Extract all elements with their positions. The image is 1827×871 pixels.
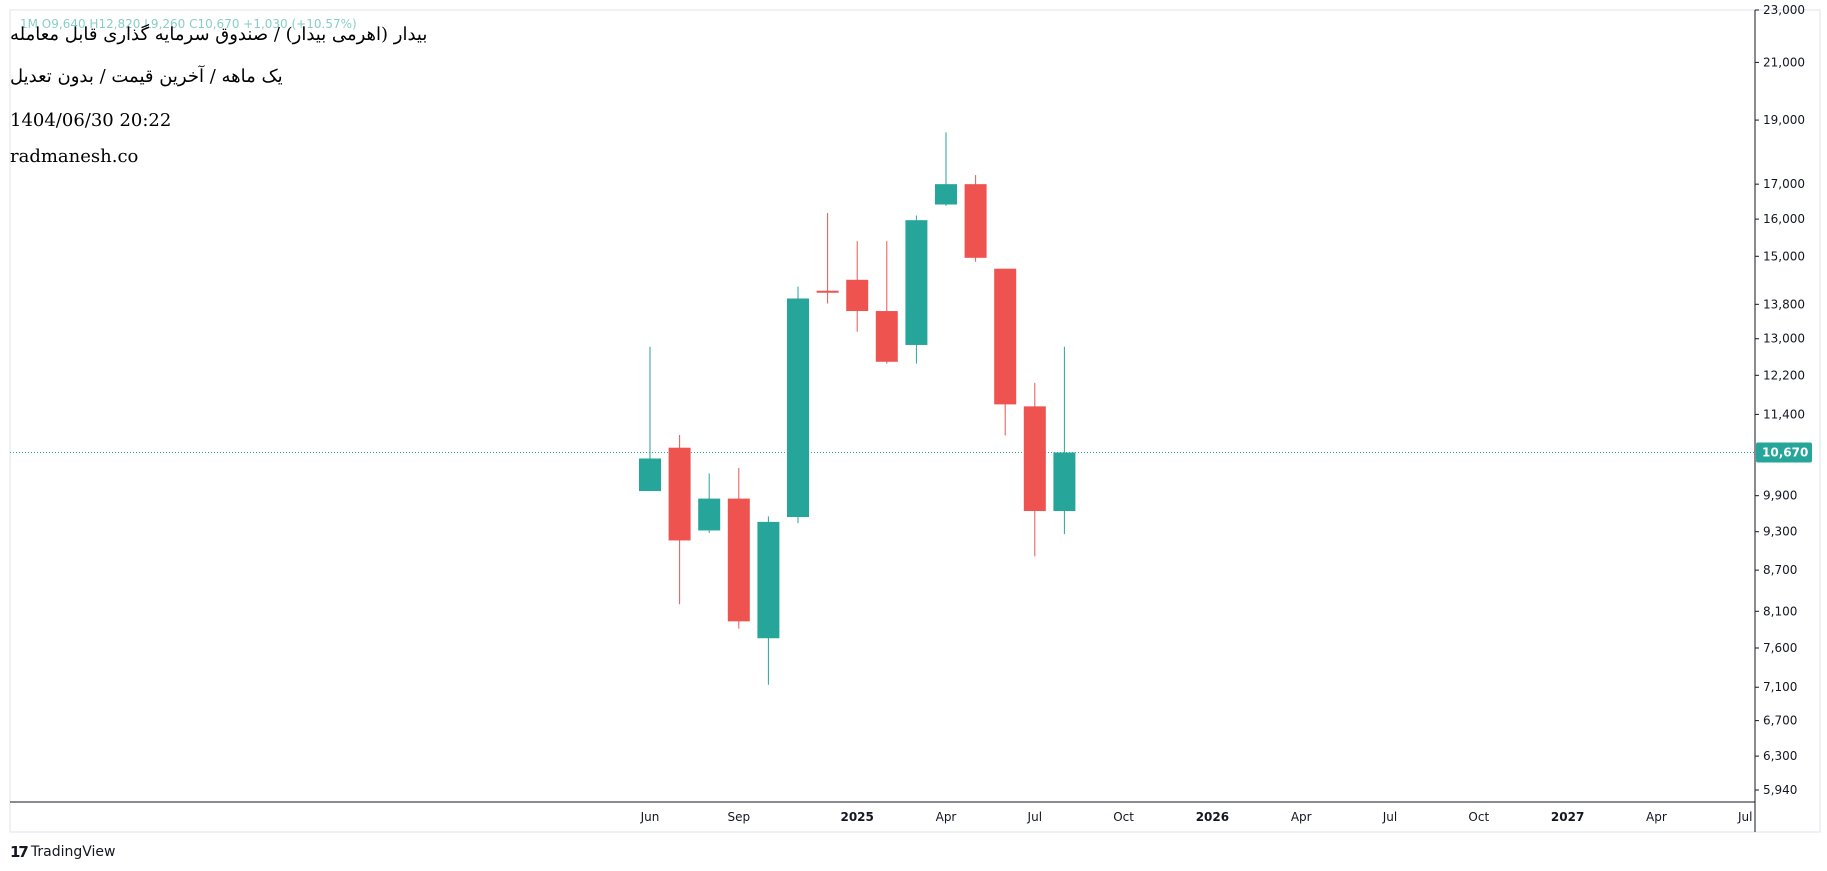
tradingview-logo[interactable]: 17 TradingView [10, 843, 115, 861]
candle [757, 516, 780, 685]
candle-body [846, 279, 869, 312]
chart-datetime: 1404/06/30 20:22 [10, 110, 172, 131]
candle-body [1023, 406, 1046, 512]
ohlc-readout: 1M O9,640 H12,820 L9,260 C10,670 +1,030 … [20, 17, 357, 31]
y-tick-label: 12,200 [1763, 368, 1805, 382]
candle-body [905, 220, 928, 345]
x-tick-label: 2026 [1196, 810, 1229, 824]
candle [1023, 382, 1046, 557]
candle-body [639, 458, 661, 492]
candle [964, 175, 987, 262]
candle [668, 434, 691, 605]
y-tick-label: 13,800 [1763, 297, 1805, 311]
x-tick-label: Jul [1737, 810, 1752, 824]
x-tick-label: 2025 [840, 810, 873, 824]
last-price-badge-bg [1756, 442, 1812, 463]
candle [1053, 346, 1076, 535]
last-price-value: 10,670 [1762, 446, 1808, 460]
tradingview-brand-text: TradingView [30, 844, 116, 860]
last-price-badge: 10,670 [1756, 442, 1812, 463]
x-tick-label: Jul [1382, 810, 1397, 824]
x-tick-label: Oct [1468, 810, 1489, 824]
candle-body [757, 521, 780, 639]
chart-frame [9, 9, 1821, 833]
candle [846, 241, 869, 332]
y-tick-label: 8,700 [1763, 563, 1797, 577]
candle [639, 346, 661, 492]
y-tick-label: 8,100 [1763, 604, 1797, 618]
candle-body [816, 290, 839, 293]
candle-body [727, 498, 750, 622]
y-tick-label: 15,000 [1763, 249, 1805, 263]
y-tick-label: 9,300 [1763, 525, 1797, 539]
candle [905, 215, 928, 364]
y-tick-label: 13,000 [1763, 332, 1805, 346]
x-tick-label: Apr [936, 810, 957, 824]
y-tick-label: 21,000 [1763, 55, 1805, 69]
x-tick-label: Jul [1027, 810, 1042, 824]
candle [698, 473, 721, 533]
x-tick-label: Sep [727, 810, 750, 824]
candle [787, 286, 809, 524]
y-tick-label: 7,600 [1763, 641, 1797, 655]
y-tick-label: 5,940 [1763, 783, 1797, 797]
candle-body [964, 184, 987, 258]
y-tick-label: 6,700 [1763, 714, 1797, 728]
candle [935, 132, 957, 206]
x-tick-label: Apr [1646, 810, 1667, 824]
y-tick-label: 16,000 [1763, 212, 1805, 226]
chart-subtitle: یک ماهه / آخرین قیمت / بدون تعدیل [10, 66, 283, 87]
candle-body [994, 268, 1017, 405]
candle [727, 467, 750, 629]
candle-body [935, 184, 957, 205]
candle-body [668, 447, 691, 541]
candle [816, 213, 839, 304]
candle-body [698, 498, 721, 531]
y-tick-label: 6,300 [1763, 749, 1797, 763]
y-axis: 5,940 6,300 6,700 7,100 7,600 8,100 8,700 9,300… [1754, 3, 1812, 832]
x-tick-label: Oct [1113, 810, 1134, 824]
y-tick-label: 19,000 [1763, 113, 1805, 127]
candle [994, 268, 1017, 436]
x-tick-label: Apr [1291, 810, 1312, 824]
y-tick-label: 23,000 [1763, 3, 1805, 17]
y-tick-label: 9,900 [1763, 489, 1797, 503]
y-tick-label: 11,400 [1763, 407, 1805, 421]
y-tick-label: 17,000 [1763, 177, 1805, 191]
candle-body [875, 311, 898, 362]
candle-body [787, 298, 809, 518]
site-watermark: radmanesh.co [10, 146, 139, 167]
y-tick-label: 7,100 [1763, 680, 1797, 694]
x-tick-label: 2027 [1551, 810, 1584, 824]
x-tick-label: Jun [640, 810, 660, 824]
chart-title: بیدار (اهرمی بیدار) / صندوق سرمایه گذاری… [10, 24, 428, 45]
x-axis: Jun Sep 2025 Apr Jul Oct 2026 Apr Jul Oct 2027 Apr J… [10, 801, 1755, 824]
candle-body [1053, 452, 1076, 512]
candle [875, 241, 898, 364]
tradingview-logo-icon: 17 [10, 843, 29, 861]
candles-layer [639, 132, 1076, 685]
